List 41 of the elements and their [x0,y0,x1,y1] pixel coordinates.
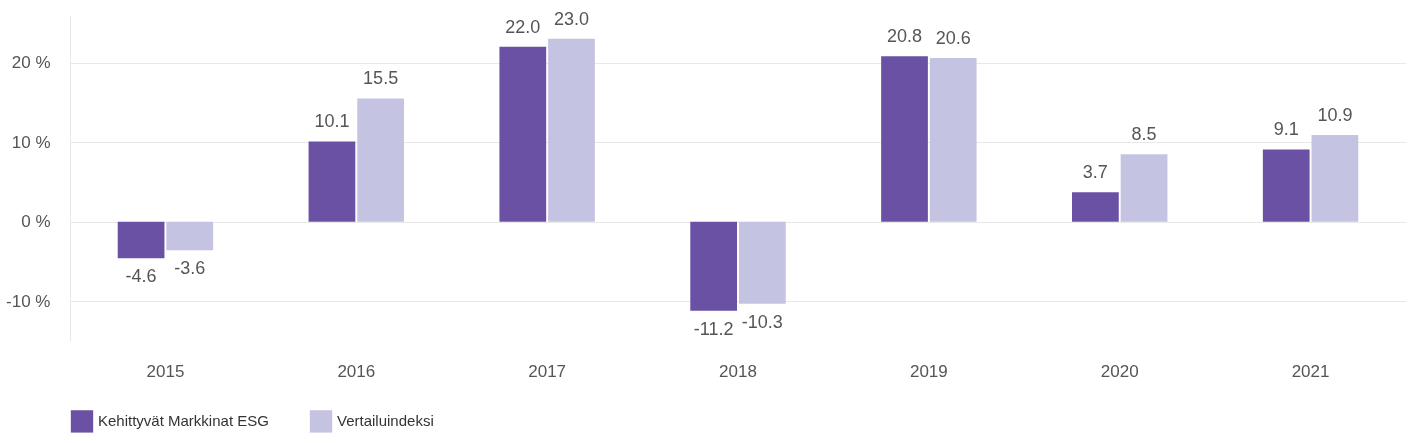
y-tick-label: 0 % [21,212,51,232]
data-label: 20.6 [935,27,971,48]
bar [881,56,928,222]
bar [690,221,738,311]
data-label: 8.5 [1131,124,1157,145]
data-label: 10.1 [314,111,350,132]
data-label: 15.5 [363,68,399,89]
bar [1072,192,1119,222]
data-label: 3.7 [1082,162,1108,183]
data-label: -3.6 [174,258,206,279]
data-label: 20.8 [886,26,923,47]
x-tick-label: 2021 [1291,361,1330,381]
x-tick-label: 2016 [337,361,376,381]
y-tick-label: 10 % [11,132,51,152]
data-label: -4.6 [125,266,157,287]
x-tick-label: 2017 [528,361,567,381]
bar [1311,135,1359,222]
bar [499,46,547,222]
x-tick-label: 2018 [719,361,757,381]
bar [308,141,356,222]
bar [929,57,977,222]
data-label: -10.3 [741,311,783,332]
bar [357,98,404,222]
bar [117,221,165,259]
bar [1120,154,1168,222]
bar [166,221,214,251]
y-tick-label: 20 % [11,53,51,73]
legend-label: Vertailuindeksi [337,412,434,430]
bar [548,38,595,222]
bar [1262,149,1310,222]
bar [738,221,786,304]
data-label: 22.0 [505,16,541,37]
x-tick-label: 2019 [909,361,948,381]
x-tick-label: 2020 [1100,361,1139,381]
data-label: -11.2 [693,318,734,339]
data-label: 9.1 [1273,119,1299,140]
data-label: 23.0 [553,8,590,29]
x-tick-label: 2015 [146,361,185,381]
data-label: 10.9 [1317,105,1353,126]
y-tick-label: -10 % [6,291,51,311]
legend-label: Kehittyvät Markkinat ESG [98,412,269,430]
